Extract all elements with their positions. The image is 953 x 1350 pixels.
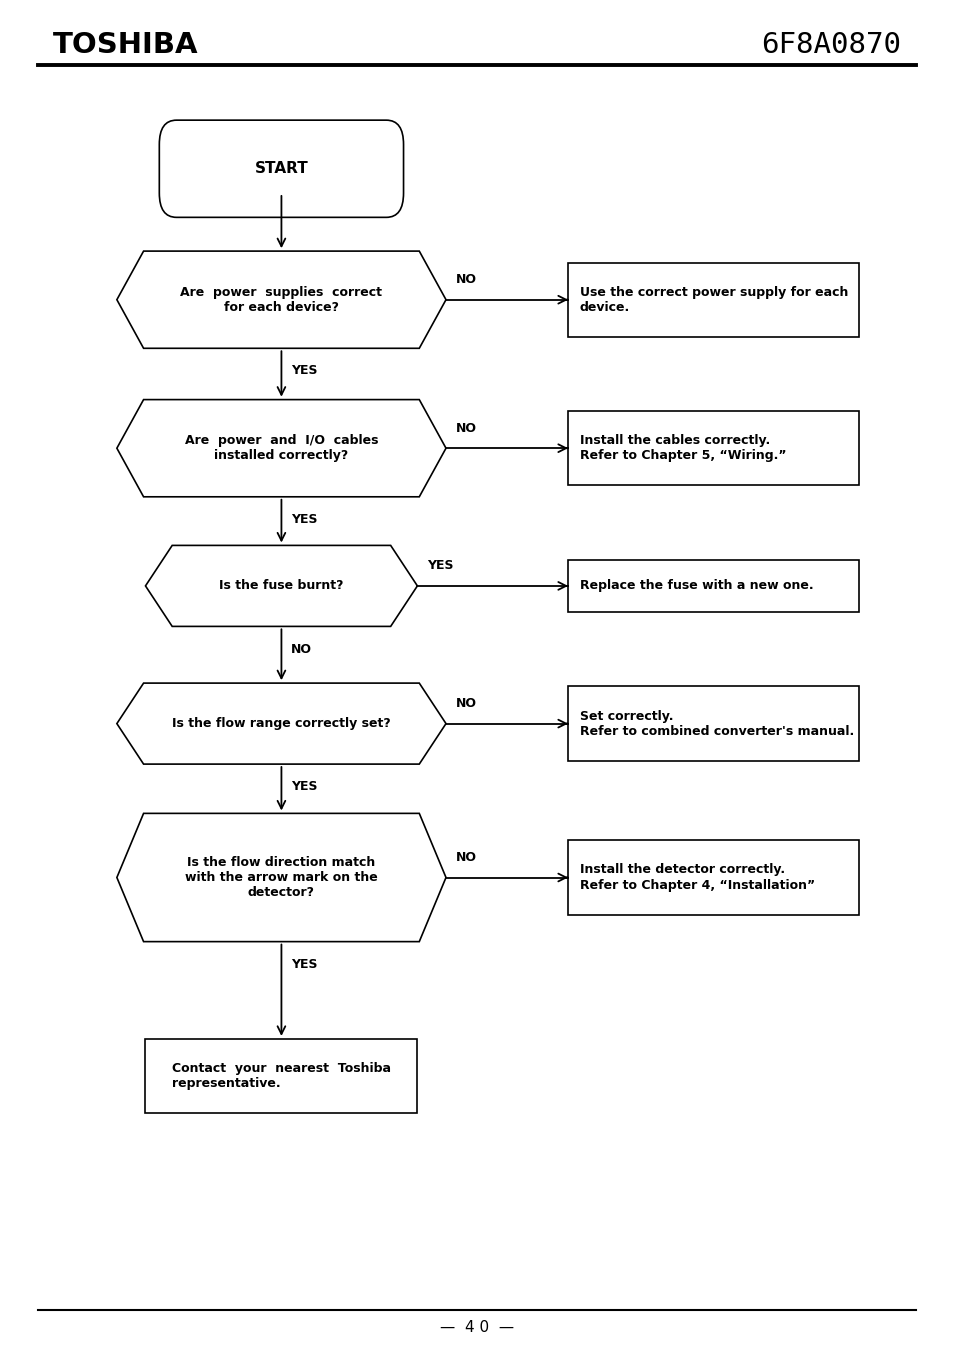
FancyBboxPatch shape [568, 560, 859, 612]
Text: Install the cables correctly.
Refer to Chapter 5, “Wiring.”: Install the cables correctly. Refer to C… [578, 435, 785, 462]
Polygon shape [116, 683, 445, 764]
Text: NO: NO [455, 850, 476, 864]
Text: Replace the fuse with a new one.: Replace the fuse with a new one. [578, 579, 812, 593]
Text: START: START [254, 161, 308, 177]
FancyBboxPatch shape [568, 262, 859, 336]
Text: Is the fuse burnt?: Is the fuse burnt? [219, 579, 343, 593]
Text: Use the correct power supply for each
device.: Use the correct power supply for each de… [578, 286, 847, 313]
Polygon shape [145, 545, 416, 626]
Text: Is the flow range correctly set?: Is the flow range correctly set? [172, 717, 391, 730]
Text: YES: YES [291, 780, 317, 794]
Text: NO: NO [455, 697, 476, 710]
Text: Is the flow direction match
with the arrow mark on the
detector?: Is the flow direction match with the arr… [185, 856, 377, 899]
Polygon shape [116, 400, 445, 497]
Text: NO: NO [455, 421, 476, 435]
Text: YES: YES [427, 559, 453, 572]
Text: —  4 0  —: — 4 0 — [439, 1319, 514, 1335]
Text: Install the detector correctly.
Refer to Chapter 4, “Installation”: Install the detector correctly. Refer to… [578, 864, 814, 891]
Text: Are  power  and  I/O  cables
installed correctly?: Are power and I/O cables installed corre… [185, 435, 377, 462]
Text: Contact  your  nearest  Toshiba
representative.: Contact your nearest Toshiba representat… [172, 1062, 391, 1089]
Text: YES: YES [291, 364, 317, 378]
FancyBboxPatch shape [568, 687, 859, 761]
Text: Are  power  supplies  correct
for each device?: Are power supplies correct for each devi… [180, 286, 382, 313]
Text: TOSHIBA: TOSHIBA [52, 31, 198, 58]
FancyBboxPatch shape [159, 120, 403, 217]
Text: NO: NO [291, 643, 312, 656]
Text: YES: YES [291, 958, 317, 971]
Text: Set correctly.
Refer to combined converter's manual.: Set correctly. Refer to combined convert… [578, 710, 853, 737]
FancyBboxPatch shape [145, 1040, 416, 1112]
Polygon shape [116, 251, 445, 348]
FancyBboxPatch shape [568, 840, 859, 915]
FancyBboxPatch shape [568, 410, 859, 485]
Text: YES: YES [291, 513, 317, 526]
Text: NO: NO [455, 273, 476, 286]
Polygon shape [116, 813, 445, 942]
Text: 6F8A0870: 6F8A0870 [760, 31, 901, 58]
